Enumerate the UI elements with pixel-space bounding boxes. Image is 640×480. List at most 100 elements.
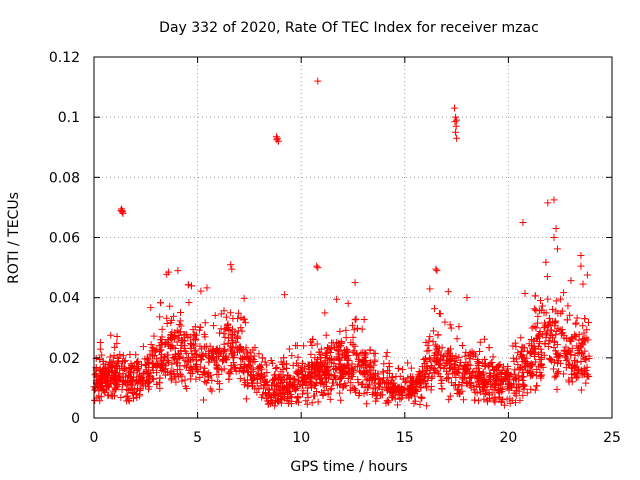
data-point — [191, 362, 199, 370]
data-point — [394, 401, 402, 409]
data-point — [511, 339, 519, 347]
data-point — [271, 402, 279, 410]
data-point — [514, 383, 522, 391]
data-point — [321, 378, 329, 386]
data-point — [113, 339, 121, 347]
data-point — [438, 344, 446, 352]
data-point — [181, 382, 189, 390]
data-point — [530, 305, 538, 313]
data-point — [102, 378, 110, 386]
data-point — [224, 339, 232, 347]
data-point — [227, 362, 235, 370]
data-point — [530, 323, 538, 331]
data-point — [253, 388, 261, 396]
data-point — [156, 313, 164, 321]
data-point — [178, 341, 186, 349]
data-point — [300, 342, 308, 350]
data-point — [254, 376, 262, 384]
data-point — [509, 354, 517, 362]
data-point — [481, 355, 489, 363]
data-point — [206, 352, 214, 360]
x-tick-label: 15 — [396, 430, 414, 446]
data-point — [274, 375, 282, 383]
data-point — [196, 342, 204, 350]
data-point — [566, 361, 574, 369]
data-point — [181, 337, 189, 345]
data-point — [329, 376, 337, 384]
data-point — [246, 372, 254, 380]
data-point — [117, 393, 125, 401]
data-point — [298, 381, 306, 389]
data-point — [238, 327, 246, 335]
data-point — [560, 289, 568, 297]
data-point — [350, 347, 358, 355]
x-tick-label: 20 — [499, 430, 517, 446]
data-point — [438, 385, 446, 393]
data-point — [500, 363, 508, 371]
data-point — [118, 386, 126, 394]
data-point — [551, 318, 559, 326]
data-point — [440, 364, 448, 372]
data-point — [210, 322, 218, 330]
data-point — [160, 353, 168, 361]
data-point — [196, 323, 204, 331]
data-point — [286, 374, 294, 382]
data-point — [532, 324, 540, 332]
data-point — [250, 352, 258, 360]
data-point — [255, 350, 263, 358]
data-point — [316, 375, 324, 383]
data-point — [220, 330, 228, 338]
data-point — [176, 309, 184, 317]
data-point — [116, 365, 124, 373]
data-point — [424, 373, 432, 381]
data-point — [459, 375, 467, 383]
data-point — [535, 363, 543, 371]
data-point — [422, 355, 430, 363]
data-point — [280, 354, 288, 362]
data-point — [451, 104, 459, 112]
data-point — [557, 359, 565, 367]
data-point — [579, 335, 587, 343]
data-point — [552, 307, 560, 315]
data-point — [298, 367, 306, 375]
data-point — [432, 265, 440, 273]
data-point — [165, 268, 173, 276]
data-point — [387, 386, 395, 394]
data-point — [170, 370, 178, 378]
data-point — [532, 358, 540, 366]
data-point — [476, 348, 484, 356]
data-point — [532, 306, 540, 314]
data-point — [559, 329, 567, 337]
data-point — [407, 382, 415, 390]
data-point — [511, 366, 519, 374]
data-point — [447, 345, 455, 353]
data-point — [531, 292, 539, 300]
data-point — [158, 357, 166, 365]
data-point — [549, 365, 557, 373]
data-point — [188, 349, 196, 357]
data-point — [424, 342, 432, 350]
data-point — [560, 370, 568, 378]
data-point — [404, 359, 412, 367]
data-point — [240, 368, 248, 376]
data-point — [452, 128, 460, 136]
data-point — [236, 365, 244, 373]
data-point — [197, 287, 205, 295]
data-point — [317, 380, 325, 388]
data-point — [104, 372, 112, 380]
data-point — [453, 335, 461, 343]
x-axis-label: GPS time / hours — [290, 459, 407, 475]
data-point — [249, 382, 257, 390]
data-point — [490, 385, 498, 393]
data-point — [553, 385, 561, 393]
data-point — [577, 357, 585, 365]
data-point — [314, 264, 322, 272]
data-point — [96, 365, 104, 373]
data-point — [431, 357, 439, 365]
data-point — [417, 384, 425, 392]
data-point — [451, 118, 459, 126]
data-point — [552, 317, 560, 325]
data-point — [225, 369, 233, 377]
data-point — [434, 331, 442, 339]
data-point — [580, 329, 588, 337]
